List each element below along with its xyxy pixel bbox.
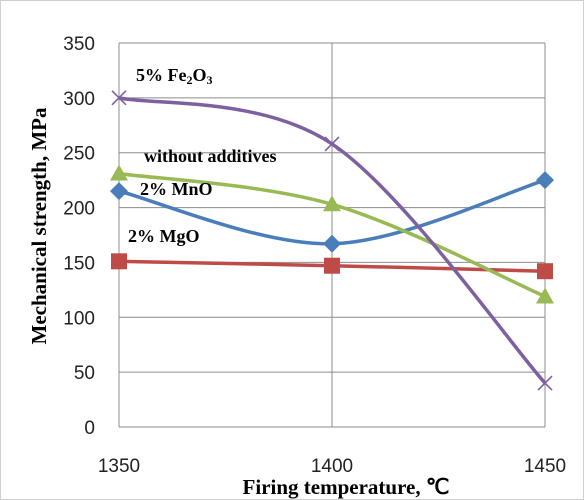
y-tick-labels: 0 50 100 150 200 250 300 350 [63,34,95,439]
y-tick-label: 50 [74,363,95,384]
series-5-fe2o3-point [537,375,553,391]
x-tick-labels: 1350 1400 1450 [98,456,566,477]
annotation-mn: 2% MnO [140,179,213,199]
y-tick-label: 350 [63,34,95,55]
series-2-mno-point [536,171,554,190]
series-5-fe2o3-point [111,90,127,106]
x-axis-title: Firing temperature, ℃ [243,475,450,499]
series-2-mno-point [110,182,128,201]
series-annotations: 5% Fe2O3 without additives 2% MnO 2% MgO [128,65,277,246]
series-2-mgo-point [111,253,127,270]
y-tick-label: 200 [63,199,95,220]
annotation-wa: without additives [144,146,277,166]
x-mark-stroke [111,90,127,106]
series-2-mgo-point [537,263,553,280]
y-tick-label: 0 [84,418,95,439]
y-tick-label: 150 [63,253,95,274]
series-2-mno-point [323,234,341,253]
y-tick-label: 300 [63,89,95,110]
x-mark-stroke [324,136,340,152]
x-tick-label: 1400 [311,456,353,477]
series-5-fe2o3-point [324,136,340,152]
x-tick-label: 1350 [98,456,140,477]
series-markers [110,90,554,391]
y-tick-label: 250 [63,144,95,165]
series-without-additives-point [110,164,128,181]
y-tick-label: 100 [63,308,95,329]
series-without-additives-point [323,195,341,212]
series-without-additives-point [536,287,554,304]
x-tick-label: 1450 [524,456,566,477]
series-5-fe2o3-line [118,96,547,385]
y-axis-title: Mechanical strength, MPa [27,107,51,344]
annotation-mg: 2% MgO [128,226,200,246]
x-mark-stroke [537,375,553,391]
series-2-mgo-point [324,257,340,274]
annotation-fe: 5% Fe2O3 [136,65,213,87]
